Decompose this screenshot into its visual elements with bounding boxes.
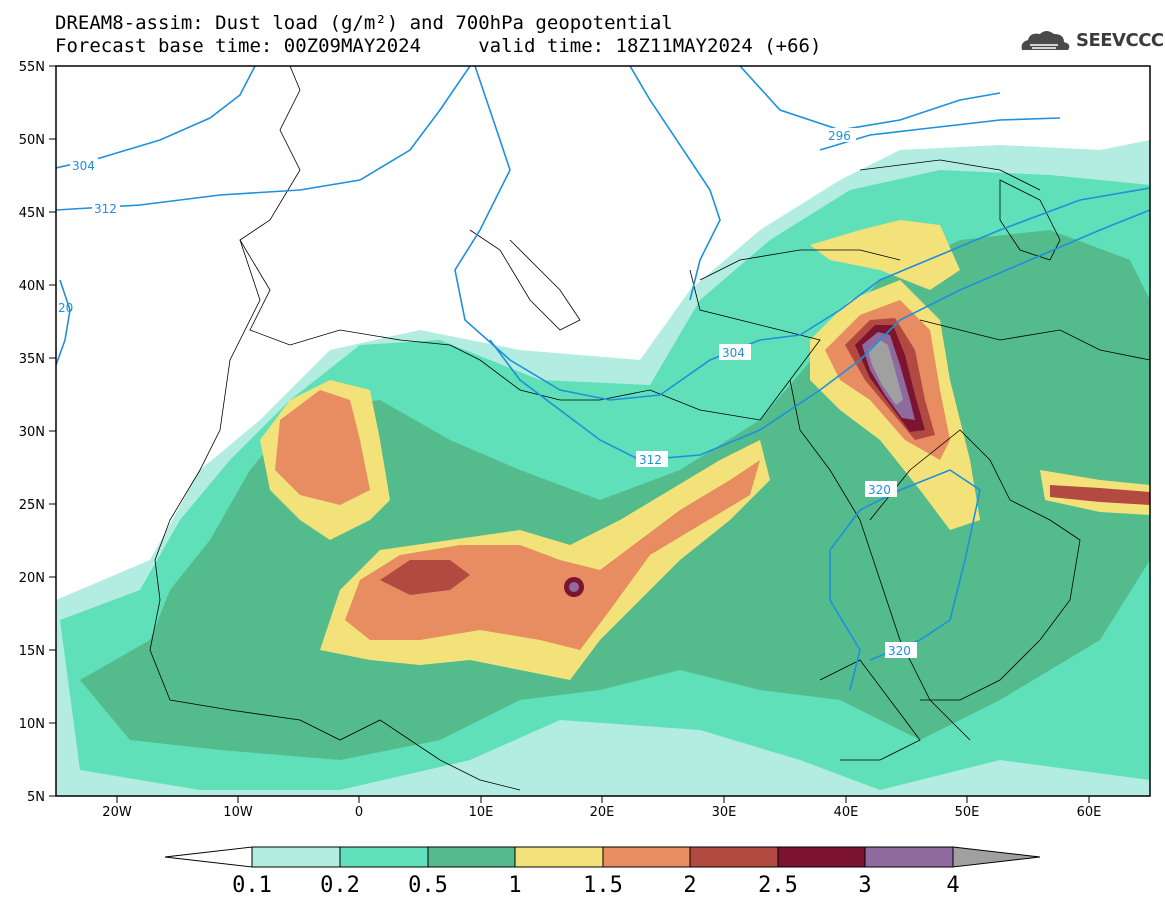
dust-region-gray (868, 340, 903, 405)
lat-label: 30N (19, 425, 45, 440)
forecast-time-line: Forecast base time: 00Z09MAY2024 valid t… (55, 35, 822, 57)
dust-field (56, 66, 1150, 796)
lon-label: 60E (1077, 805, 1102, 820)
colorbar-label: 1 (508, 873, 521, 898)
colorbar-label: 0.5 (408, 873, 448, 898)
contour-304-central (454, 66, 1150, 401)
lat-label: 45N (19, 206, 45, 221)
dust-region-brown-sahel (380, 560, 470, 595)
colorbar-swatch (864, 846, 954, 868)
colorbar-swatch (339, 846, 429, 868)
coastlines (149, 66, 1150, 791)
lat-label: 35N (19, 352, 45, 367)
contour-label-20: 20 (58, 301, 73, 315)
colorbar-swatch (251, 846, 341, 868)
lat-label: 55N (19, 60, 45, 75)
lat-label: 10N (19, 717, 45, 732)
lat-label: 50N (19, 133, 45, 148)
contour-320-west (56, 279, 71, 366)
lon-label: 20W (102, 805, 132, 820)
lon-tick-marks (116, 796, 1090, 803)
lat-label: 20N (19, 571, 45, 586)
contour-label-304-w: 304 (72, 159, 95, 173)
lon-label: 40E (834, 805, 859, 820)
colorbar-low-arrow (164, 846, 253, 868)
dust-region-orange-west (275, 390, 370, 505)
colorbar-label: 3 (858, 873, 871, 898)
contour-296 (739, 66, 1001, 131)
lat-tick-marks (49, 65, 56, 797)
contour-312-central (489, 209, 1150, 461)
lat-labels: 55N 50N 45N 40N 35N 30N 25N 20N 15N 10N … (19, 60, 45, 805)
lon-label: 50E (955, 805, 980, 820)
contour-label-304-c: 304 (722, 346, 745, 360)
map-title: DREAM8-assim: Dust load (g/m²) and 700hP… (55, 12, 673, 34)
colorbar-label: 0.2 (320, 873, 360, 898)
dust-hotspot-core (569, 582, 579, 592)
contour-label-296: 296 (828, 129, 851, 143)
contour-304-north (629, 66, 721, 301)
contour-label-320-s: 320 (888, 644, 911, 658)
dust-region-yellow-caucasus (810, 220, 960, 290)
lon-label: 10W (223, 805, 253, 820)
colorbar-label: 1.5 (583, 873, 623, 898)
colorbar (164, 846, 1041, 868)
colorbar-label: 0.1 (232, 873, 272, 898)
colorbar-swatch (689, 846, 779, 868)
colorbar-labels: 0.1 0.2 0.5 1 1.5 2 2.5 3 4 (232, 873, 960, 898)
lon-label: 0 (355, 805, 363, 820)
lon-label: 30E (712, 805, 737, 820)
colorbar-swatch (514, 846, 604, 868)
lat-label: 15N (19, 644, 45, 659)
contour-label-320-n: 320 (868, 483, 891, 497)
contour-312-west (56, 66, 471, 211)
lat-label: 40N (19, 279, 45, 294)
colorbar-swatch (777, 846, 866, 868)
lon-label: 20E (590, 805, 615, 820)
lon-label: 10E (469, 805, 494, 820)
colorbar-swatch (602, 846, 691, 868)
dust-region-brown-gulf (1050, 485, 1150, 505)
colorbar-high-arrow (952, 846, 1041, 868)
contour-320-east (829, 469, 981, 691)
colorbar-label: 2.5 (758, 873, 798, 898)
colorbar-label: 2 (683, 873, 696, 898)
contour-labels: 304 312 296 20 304 312 320 320 (58, 128, 917, 658)
lat-label: 25N (19, 498, 45, 513)
colorbar-label: 4 (946, 873, 959, 898)
cloud-icon (1021, 31, 1070, 50)
dust-region-orange-sahel (345, 460, 760, 650)
logo-text: SEEVCCC (1076, 30, 1164, 51)
contour-label-312-c: 312 (639, 453, 662, 467)
contour-label-312-w: 312 (94, 202, 117, 216)
colorbar-swatch (427, 846, 516, 868)
lat-label: 5N (27, 790, 45, 805)
lon-labels: 20W 10W 0 10E 20E 30E 40E 50E 60E (102, 805, 1101, 820)
